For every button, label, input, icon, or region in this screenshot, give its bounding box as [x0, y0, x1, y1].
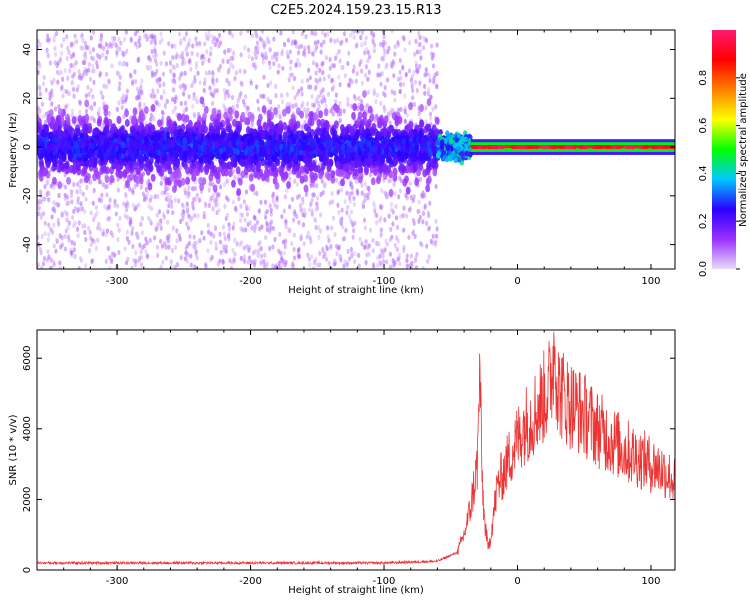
x-tick-label: -200: [239, 276, 262, 287]
x-tick-label: -200: [239, 576, 262, 587]
y-tick: 6000: [22, 346, 675, 371]
y-tick: 2000: [22, 487, 675, 512]
spectrogram-x-ticks: -300 -200 -100 0 100: [36, 30, 661, 287]
snr-plot-area: [37, 331, 675, 566]
spectrogram-frame: [36, 29, 676, 270]
colorbar-tick: 0.0: [698, 261, 740, 277]
x-tick-label: -100: [373, 276, 396, 287]
y-tick: 4000: [22, 416, 675, 442]
snr-x-ticks: -300 -200 -100 0 100: [36, 330, 661, 587]
spectrogram-plot-area: [37, 30, 675, 269]
colorbar-tick: 0.6: [698, 118, 740, 134]
y-tick-label: 40: [22, 43, 33, 56]
x-tick-label: -300: [106, 276, 129, 287]
spectrogram-y-ticks: -40 -20 0 20 40: [22, 43, 675, 253]
x-tick-label: -300: [106, 576, 129, 587]
y-tick: 20: [22, 92, 675, 105]
colorbar-tick-label: 0.0: [698, 261, 709, 277]
colorbar-scale: [712, 30, 736, 269]
y-tick: 40: [22, 43, 675, 56]
snr-x-axis-label: Height of straight line (km): [288, 585, 424, 596]
y-tick-label: 0: [22, 567, 33, 573]
x-tick: 100: [641, 30, 661, 287]
y-tick-label: 6000: [22, 346, 33, 371]
x-tick: 0: [514, 30, 521, 287]
figure-title: C2E5.2024.159.23.15.R13: [270, 3, 441, 18]
y-tick: 0: [22, 567, 675, 573]
x-tick: 0: [514, 330, 521, 587]
spectrogram-y-axis-label: Frequency (Hz): [8, 112, 19, 188]
snr-series-line: [37, 331, 675, 566]
x-tick-label: 0: [514, 576, 520, 587]
snr-y-ticks: 0 2000 4000 6000: [22, 346, 675, 573]
x-tick-label: 0: [514, 276, 520, 287]
colorbar-tick-label: 0.4: [698, 165, 709, 181]
snr-y-axis-label: SNR (10 * v/v): [8, 414, 19, 485]
x-tick: -200: [239, 330, 262, 587]
y-tick-label: 4000: [22, 416, 33, 441]
x-tick: -300: [106, 330, 129, 587]
spectrogram-band: [37, 89, 473, 197]
y-tick-label: -40: [22, 236, 33, 252]
snr-frame: [36, 329, 676, 571]
colorbar-tick-label: 0.8: [698, 70, 709, 86]
colorbar-ticks: 0.0 0.2 0.4 0.6 0.8: [698, 70, 740, 277]
y-tick: -20: [22, 188, 675, 204]
colorbar-label: Normalized spectral amplitude: [738, 73, 749, 227]
y-tick-label: 2000: [22, 487, 33, 512]
y-tick-label: 0: [22, 144, 33, 150]
x-tick-label: 100: [641, 576, 660, 587]
y-tick-label: 20: [22, 92, 33, 105]
x-tick-label: 100: [641, 276, 660, 287]
x-tick-label: -100: [373, 576, 396, 587]
colorbar-tick-label: 0.6: [698, 118, 709, 134]
colorbar-tick: 0.2: [698, 213, 740, 229]
y-tick: -40: [22, 236, 675, 253]
colorbar-tick-label: 0.2: [698, 213, 709, 229]
spectrogram-x-axis-label: Height of straight line (km): [288, 285, 424, 296]
x-tick: -100: [373, 330, 396, 587]
colorbar: 0.0 0.2 0.4 0.6 0.8 Normalized spectral ampl…: [698, 30, 749, 277]
y-tick-label: -20: [22, 188, 33, 204]
colorbar-tick: 0.4: [698, 165, 740, 181]
colorbar-tick: 0.8: [698, 70, 740, 86]
y-tick: 0: [22, 144, 675, 150]
spectrogram-core: [470, 139, 675, 155]
